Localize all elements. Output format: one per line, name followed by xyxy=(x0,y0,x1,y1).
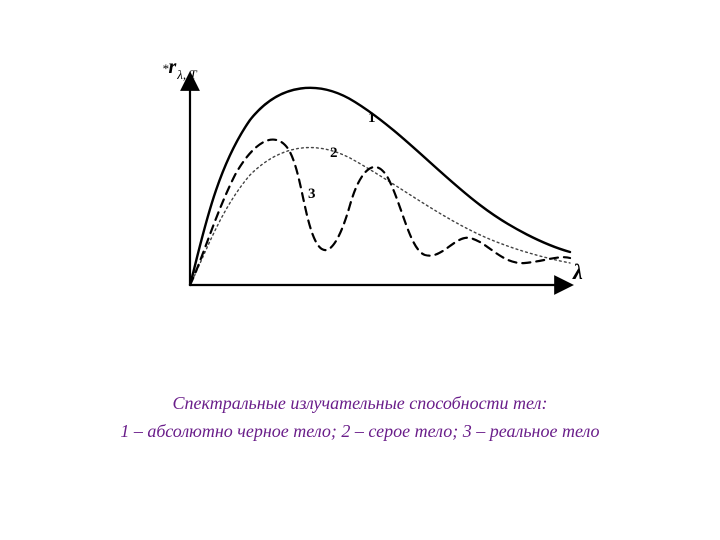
x-axis-label: λ xyxy=(572,259,583,284)
curve-label-greybody: 2 xyxy=(330,145,338,161)
curve-label-realbody: 3 xyxy=(308,186,316,202)
caption-line-2: 1 – абсолютно черное тело; 2 – серое тел… xyxy=(120,418,599,446)
curve-label-blackbody: 1 xyxy=(368,110,376,126)
chart-caption: Спектральные излучательные способности т… xyxy=(120,390,599,446)
curve-realbody xyxy=(190,140,570,285)
spectral-emissivity-chart: 1 2 3 *rλ, T λ xyxy=(130,60,590,320)
curve-blackbody xyxy=(190,88,570,285)
chart-svg: 1 2 3 *rλ, T λ xyxy=(130,60,590,320)
caption-line-1: Спектральные излучательные способности т… xyxy=(120,390,599,418)
y-axis-label: *rλ, T xyxy=(162,60,197,82)
